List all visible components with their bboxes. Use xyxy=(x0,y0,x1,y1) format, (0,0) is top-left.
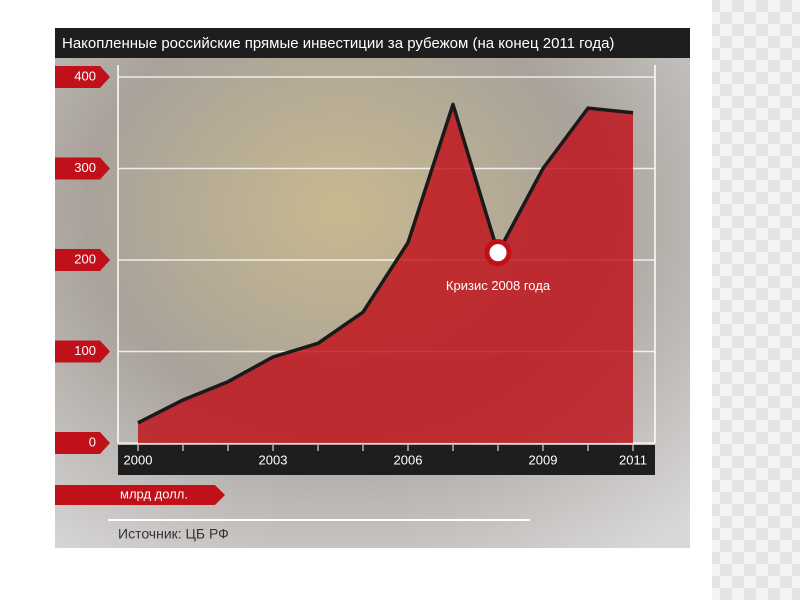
x-axis-bar xyxy=(118,445,655,475)
x-tick-label: 2000 xyxy=(124,452,153,467)
y-tick-label: 400 xyxy=(74,68,96,83)
chart-title: Накопленные российские прямые инвестиции… xyxy=(62,35,614,52)
x-tick-label: 2003 xyxy=(259,452,288,467)
title-bar xyxy=(55,28,690,58)
x-tick-label: 2006 xyxy=(394,452,423,467)
crisis-marker xyxy=(484,239,512,267)
y-tick-label: 100 xyxy=(74,343,96,358)
unit-tag xyxy=(55,485,225,505)
y-tick-label: 200 xyxy=(74,251,96,266)
y-tick-label: 300 xyxy=(74,160,96,175)
x-tick-label: 2011 xyxy=(619,452,647,467)
area xyxy=(138,104,633,443)
y-tick-tag xyxy=(55,157,110,180)
source: Источник: ЦБ РФ xyxy=(118,526,229,542)
x-tick-label: 2009 xyxy=(529,452,558,467)
y-tick-tag xyxy=(55,340,110,363)
y-tick-tag xyxy=(55,432,110,454)
annotation: Кризис 2008 года xyxy=(446,278,551,293)
decor-strip xyxy=(712,0,800,600)
y-tick-tag xyxy=(55,66,110,88)
line xyxy=(137,102,634,425)
y-tick-label: 0 xyxy=(89,434,96,449)
y-tick-tag xyxy=(55,249,110,271)
y-axis-label: млрд долл. xyxy=(120,486,188,501)
